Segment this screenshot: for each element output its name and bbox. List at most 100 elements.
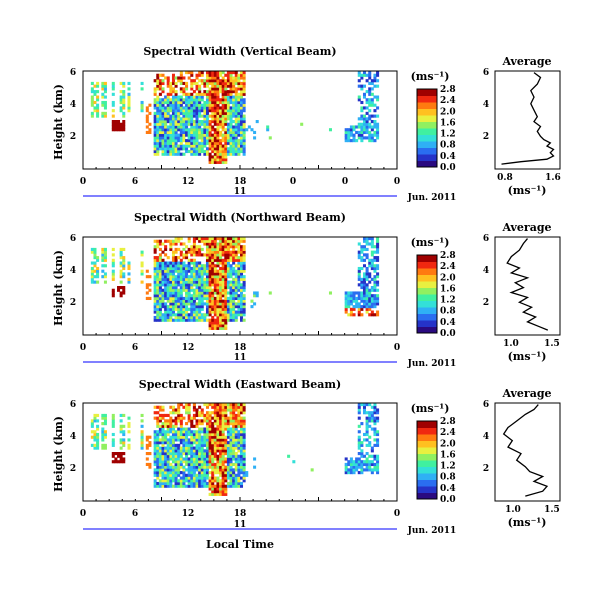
heatmap-cell [216,73,220,77]
heatmap-cell [349,302,353,306]
x-tick-label: 6 [132,509,138,519]
heatmap-cell [179,122,183,126]
heatmap-cell [177,462,181,467]
heatmap-cell [200,283,204,287]
heatmap-cell [156,405,160,409]
heatmap-cell [200,253,204,257]
heatmap-cell [169,468,173,472]
heatmap-cell [185,125,189,129]
heatmap-cell [211,147,215,151]
heatmap-cell [156,269,160,273]
heatmap-cell [158,280,162,284]
heatmap-cell [373,299,377,303]
heatmap-cell [198,318,202,322]
heatmap-cell [156,122,160,126]
heatmap-cell [179,476,183,480]
heatmap-cell [156,296,160,301]
heatmap-cell [352,128,356,132]
heatmap-cell [192,291,196,295]
colorbar-swatch [417,128,437,135]
heatmap-cell [203,441,207,445]
heatmap-cell [145,106,149,110]
heatmap-cell [174,446,178,450]
heatmap-cell [211,120,215,124]
heatmap-cell [213,438,217,442]
heatmap-cell [232,103,236,107]
heatmap-cell [111,294,115,298]
heatmap-cell [219,405,223,409]
heatmap-cell [205,84,209,88]
heatmap-cell [219,427,223,431]
heatmap-cell [242,430,246,434]
heatmap-cell [174,239,178,243]
heatmap-cell [187,427,191,431]
heatmap-cell [195,95,199,99]
heatmap-cell [219,155,223,159]
heatmap-cell [103,430,107,434]
colorbar-swatch [417,421,437,428]
heatmap-cell [229,288,233,292]
heatmap-cell [250,299,254,303]
heatmap-cell [200,286,204,290]
heatmap-cell [158,427,162,431]
heatmap-cell [373,465,377,469]
heatmap-cell [205,141,209,145]
heatmap-cell [122,457,126,461]
heatmap-cell [171,120,175,124]
heatmap-cell [187,114,191,118]
heatmap-cell [177,484,181,488]
colorbar-swatch [417,141,437,148]
heatmap-cell [182,476,186,480]
heatmap-cell [182,275,186,279]
heatmap-cell [169,291,173,295]
heatmap-cell [171,90,175,94]
heatmap-cell [344,294,348,298]
heatmap-cell [192,481,196,486]
heatmap-cell [158,133,162,137]
heatmap-cell [140,280,144,284]
heatmap-cell [177,264,181,268]
heatmap-cell [240,313,244,317]
heatmap-cell [166,81,170,86]
heatmap-cell [200,454,204,458]
heatmap-cell [373,305,377,309]
heatmap-cell [205,288,209,292]
heatmap-cell [208,90,212,94]
heatmap-cell [211,318,215,322]
heatmap-cell [205,465,209,469]
heatmap-cell [370,296,374,301]
heatmap-cell [158,264,162,268]
heatmap-cell [352,460,356,464]
heatmap-cell [216,103,220,107]
heatmap-cell [169,288,173,292]
heatmap-cell [242,261,246,265]
heatmap-cell [179,128,183,132]
heatmap-cell [203,144,207,148]
heatmap-cell [368,87,372,91]
heatmap-cell [195,133,199,137]
heatmap-cell [229,438,233,442]
heatmap-cell [234,258,238,262]
heatmap-cell [111,443,115,447]
heatmap-cell [119,250,123,254]
heatmap-cell [232,473,236,477]
heatmap-cell [234,117,238,121]
heatmap-cell [200,307,204,311]
heatmap-cell [192,294,196,298]
heatmap-cell [117,288,121,292]
heatmap-cell [140,419,144,423]
heatmap-cell [187,283,191,287]
heatmap-cell [349,139,353,143]
heatmap-cell [365,299,369,303]
heatmap-cell [103,95,107,99]
heatmap-cell [203,468,207,472]
heatmap-cell [373,103,377,107]
heatmap-cell [198,473,202,477]
heatmap-cell [219,122,223,126]
heatmap-cell [153,258,157,262]
heatmap-cell [182,286,186,290]
heatmap-cell [221,460,225,464]
heatmap-cell [198,98,202,102]
heatmap-cell [156,261,160,265]
heatmap-cell [232,250,236,254]
